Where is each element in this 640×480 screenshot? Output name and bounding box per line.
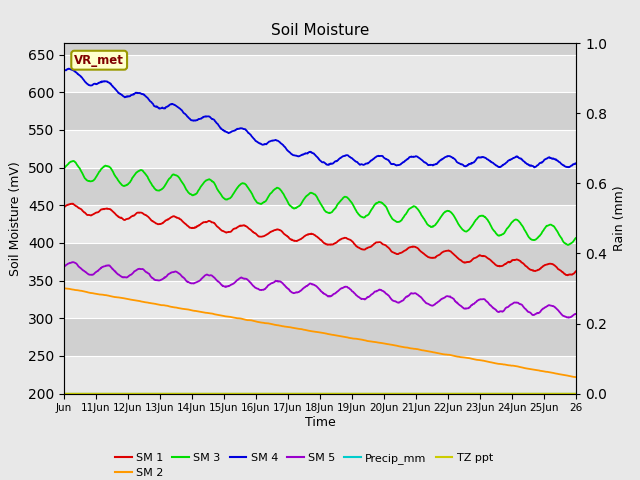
Bar bbox=[64, 168, 576, 205]
Bar bbox=[64, 55, 576, 92]
Bar bbox=[64, 318, 576, 356]
Bar bbox=[64, 130, 576, 168]
Bar bbox=[64, 17, 576, 55]
Title: Soil Moisture: Soil Moisture bbox=[271, 23, 369, 38]
Legend: TZ ppt: TZ ppt bbox=[111, 476, 177, 480]
Bar bbox=[64, 205, 576, 243]
Y-axis label: Rain (mm): Rain (mm) bbox=[612, 186, 625, 251]
Bar bbox=[64, 281, 576, 318]
Y-axis label: Soil Moisture (mV): Soil Moisture (mV) bbox=[10, 161, 22, 276]
Text: VR_met: VR_met bbox=[74, 54, 124, 67]
Bar bbox=[64, 356, 576, 394]
X-axis label: Time: Time bbox=[305, 416, 335, 429]
Bar bbox=[64, 243, 576, 281]
Bar bbox=[64, 92, 576, 130]
